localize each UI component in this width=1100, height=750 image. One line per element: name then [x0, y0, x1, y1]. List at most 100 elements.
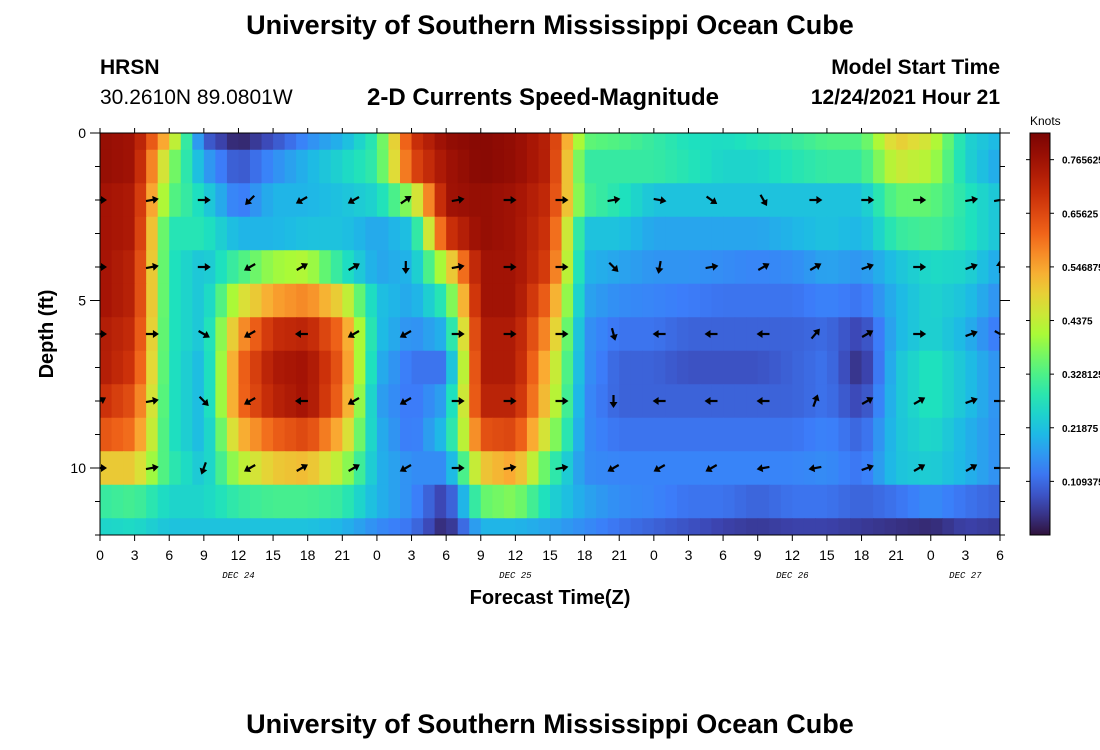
vector-head — [1000, 195, 1007, 204]
current-vector — [555, 330, 569, 338]
vector-head — [510, 263, 517, 271]
heatmap-cell — [723, 384, 736, 419]
heatmap-cell — [757, 133, 770, 151]
colorbar-scale — [1029, 132, 1051, 536]
heatmap-cell — [330, 384, 343, 419]
heatmap-cell — [215, 350, 228, 385]
vector-head — [659, 196, 667, 205]
heatmap-cell — [573, 133, 586, 151]
heatmap-cell — [803, 484, 816, 519]
heatmap-cell — [376, 149, 390, 184]
x-tick-label: 12 — [785, 547, 801, 563]
heatmap-cell — [250, 216, 263, 251]
current-vector — [913, 263, 927, 271]
heatmap-cell — [319, 149, 332, 184]
heatmap-cell — [850, 133, 863, 151]
heatmap-cell — [169, 451, 182, 486]
colorbar-tick-label: 0.328125 — [1062, 370, 1100, 381]
heatmap-cell — [215, 484, 228, 519]
heatmap-cell — [319, 484, 332, 519]
heatmap-cell — [561, 417, 574, 452]
heatmap-cell — [803, 384, 816, 419]
current-vector — [913, 330, 927, 338]
heatmap-cell — [388, 149, 401, 184]
heatmap-cell — [838, 518, 851, 535]
heatmap-cell — [919, 216, 932, 251]
heatmap-cell — [157, 250, 170, 285]
heatmap-cell — [480, 518, 493, 535]
current-vector — [294, 330, 308, 338]
heatmap-cell — [746, 133, 759, 151]
heatmap-cell — [400, 417, 413, 452]
x-tick-label: 21 — [888, 547, 904, 563]
heatmap-cell — [688, 484, 701, 519]
heatmap-cell — [365, 350, 378, 385]
heatmap-cell — [734, 133, 747, 151]
heatmap-cell — [123, 149, 136, 184]
heatmap-cell — [515, 417, 528, 452]
heatmap-cell — [284, 484, 297, 519]
heatmap-cell — [365, 484, 378, 519]
heatmap-cell — [942, 350, 955, 385]
heatmap-cell — [134, 451, 147, 486]
heatmap-cell — [676, 484, 690, 519]
heatmap-cell — [526, 283, 540, 318]
vector-head — [705, 465, 713, 472]
vector-head — [152, 330, 159, 338]
heatmap-cell — [688, 451, 701, 486]
x-tick-label: 3 — [961, 547, 969, 563]
heatmap-cell — [769, 216, 782, 251]
vector-head — [347, 197, 355, 204]
vector-head — [704, 330, 711, 338]
heatmap-cell — [492, 149, 505, 184]
vector-head — [920, 330, 927, 338]
heatmap-cell — [919, 149, 932, 184]
heatmap-cell — [688, 149, 701, 184]
heatmap-cell — [492, 451, 505, 486]
heatmap-cell — [192, 417, 205, 452]
heatmap-cell — [515, 149, 528, 184]
heatmap-cell — [538, 216, 551, 251]
heatmap-cell — [319, 133, 332, 151]
heatmap-cell — [711, 518, 724, 535]
chart-title: University of Southern Mississippi Ocean… — [246, 10, 854, 40]
heatmap-cell — [423, 384, 436, 419]
heatmap-cell — [538, 183, 551, 218]
vector-head — [866, 397, 874, 404]
current-vector — [399, 464, 412, 472]
current-vector — [451, 262, 465, 271]
y-tick-label: 0 — [78, 125, 86, 141]
heatmap-cell — [169, 350, 182, 385]
current-vector — [808, 464, 822, 473]
heatmap-cell — [607, 417, 620, 452]
heatmap-cell — [953, 518, 966, 535]
heatmap-cell — [803, 518, 816, 535]
heatmap-cell — [642, 216, 655, 251]
heatmap-cell — [873, 133, 886, 151]
current-vector — [705, 195, 718, 205]
vector-head — [711, 262, 719, 271]
current-vector — [994, 399, 1000, 403]
heatmap-cell — [365, 451, 378, 486]
heatmap-cell — [446, 149, 459, 184]
current-vector — [653, 464, 666, 472]
heatmap-cell — [100, 350, 113, 385]
x-tick-label: 12 — [231, 547, 247, 563]
heatmap-cell — [596, 417, 609, 452]
heatmap-cell — [492, 484, 505, 519]
heatmap-cell — [411, 484, 424, 519]
current-vector — [861, 330, 874, 338]
heatmap-cell — [411, 133, 424, 151]
vector-head — [756, 330, 763, 338]
heatmap-cell — [492, 216, 505, 251]
heatmap-cell — [942, 518, 955, 535]
heatmap-cell — [630, 451, 643, 486]
heatmap-cell — [284, 518, 297, 535]
heatmap-cell — [480, 250, 493, 285]
current-vector — [607, 464, 620, 472]
vector-head — [652, 397, 659, 405]
heatmap-cell — [584, 183, 597, 218]
heatmap-cell — [469, 133, 482, 151]
heatmap-cell — [250, 317, 263, 352]
vector-head — [868, 196, 875, 204]
